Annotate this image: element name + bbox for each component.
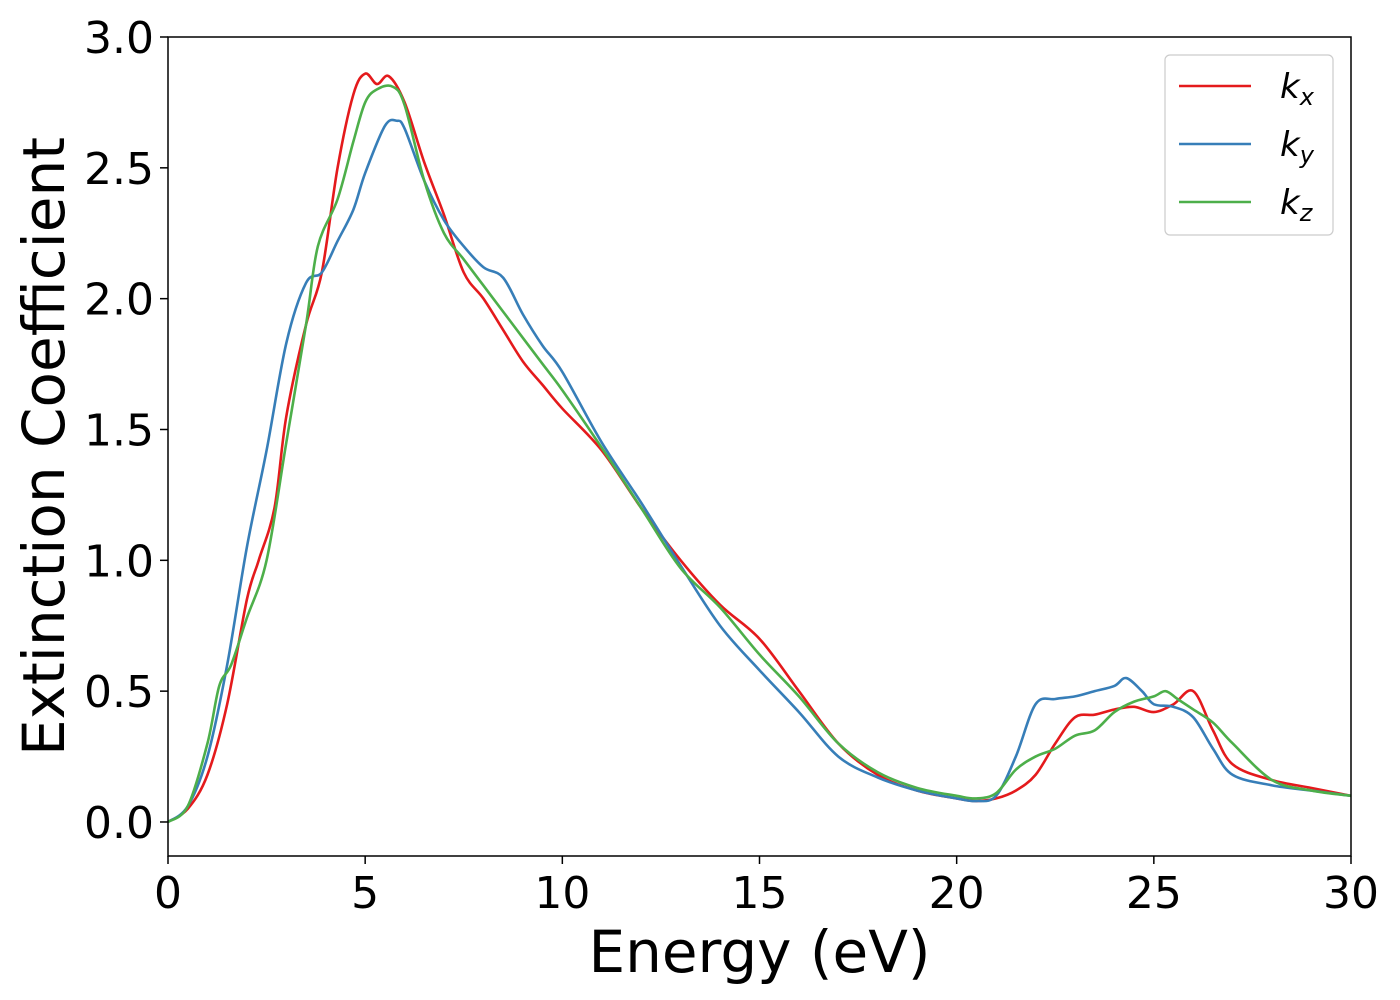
x-tick-label: 10 bbox=[534, 868, 590, 919]
x-ticks: 0 5 10 15 20 25 30 bbox=[154, 856, 1379, 919]
legend-label-x: kx bbox=[1280, 67, 1315, 111]
y-tick-label: 0.0 bbox=[84, 798, 154, 849]
y-axis-label: Extinction Coefficient bbox=[10, 137, 78, 756]
x-tick-label: 0 bbox=[154, 868, 182, 919]
legend-label-y: ky bbox=[1280, 125, 1315, 169]
y-tick-label: 2.0 bbox=[84, 275, 154, 326]
y-tick-label: 0.5 bbox=[84, 667, 154, 718]
x-tick-label: 25 bbox=[1126, 868, 1182, 919]
x-tick-label: 5 bbox=[351, 868, 379, 919]
x-tick-label: 15 bbox=[732, 868, 788, 919]
y-tick-label: 2.5 bbox=[84, 144, 154, 195]
series-layer bbox=[168, 72, 1351, 824]
y-ticks: 0.0 0.5 1.0 1.5 2.0 2.5 3.0 bbox=[84, 13, 168, 849]
x-tick-label: 20 bbox=[929, 868, 985, 919]
y-tick-label: 1.0 bbox=[84, 536, 154, 587]
y-tick-label: 3.0 bbox=[84, 13, 154, 64]
legend: kx ky kz bbox=[1164, 54, 1334, 236]
y-tick-label: 1.5 bbox=[84, 405, 154, 456]
legend-label-z: kz bbox=[1280, 183, 1314, 227]
x-tick-label: 30 bbox=[1323, 868, 1379, 919]
series-line-y bbox=[168, 118, 1351, 824]
x-axis-label: Energy (eV) bbox=[588, 918, 930, 986]
series-line-z bbox=[168, 84, 1351, 824]
